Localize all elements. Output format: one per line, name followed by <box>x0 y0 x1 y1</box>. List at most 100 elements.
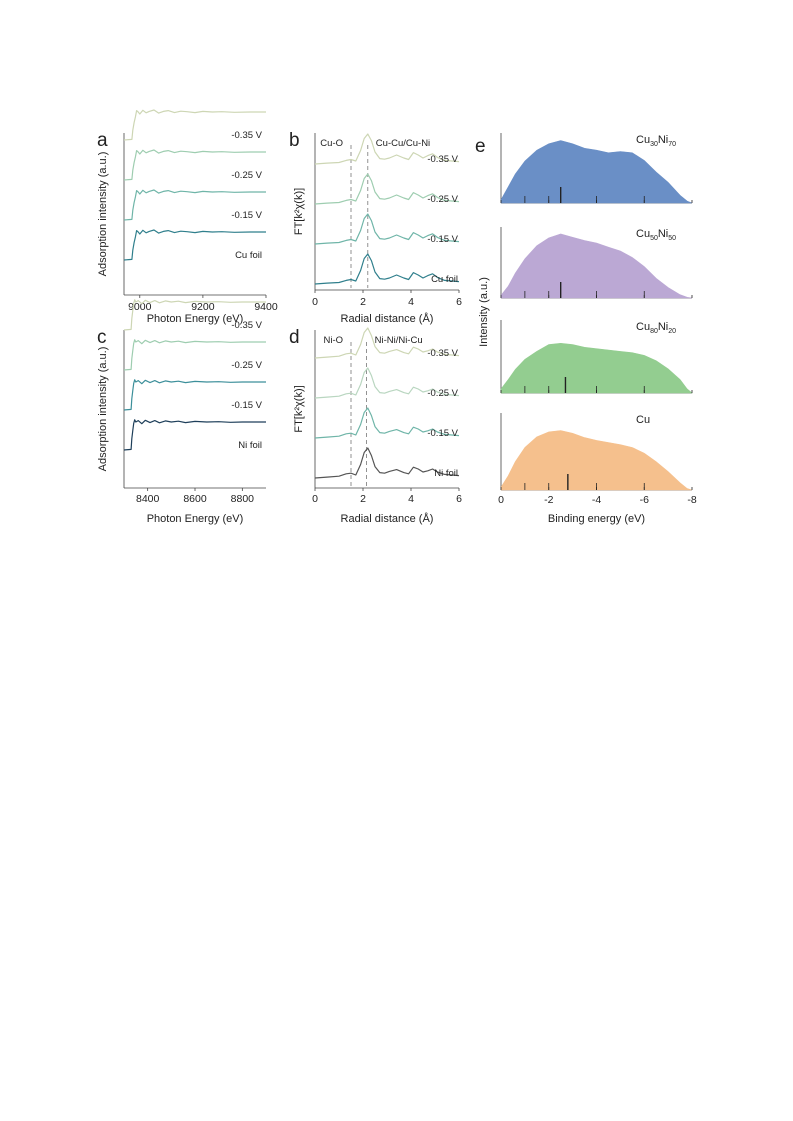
x-tick-label: 4 <box>408 296 414 308</box>
series-label: Cu foil <box>431 274 458 285</box>
label-subscript: 80 <box>650 328 658 335</box>
composition-label: Cu50Ni50 <box>636 228 676 242</box>
series-line <box>123 339 266 371</box>
x-tick-label: 4 <box>408 493 414 505</box>
series-line <box>123 149 266 181</box>
series-label: -0.35 V <box>231 130 262 141</box>
label-subscript: 50 <box>650 235 658 242</box>
x-tick-label: 0 <box>312 296 318 308</box>
panel-label: a <box>97 130 108 151</box>
dos-area <box>500 430 693 491</box>
series-label: -0.35 V <box>427 154 458 165</box>
x-tick-label: 9200 <box>191 301 215 313</box>
label-text: Cu <box>636 414 650 426</box>
x-tick-label: 8800 <box>231 493 255 505</box>
series-line <box>314 213 460 245</box>
series-line <box>123 379 266 411</box>
x-axis-title: Radial distance (Å) <box>341 512 434 525</box>
x-tick-label: -2 <box>544 494 553 506</box>
series-label: -0.15 V <box>427 234 458 245</box>
series-line <box>314 253 460 285</box>
series-line <box>314 133 460 165</box>
series-label: Ni foil <box>434 468 458 479</box>
x-tick-label: 0 <box>498 494 504 506</box>
series-label: -0.25 V <box>231 170 262 181</box>
panel-b: b 0 2 4 6 Radial distance (Å) FT[k²χ(k)] Cu-O Cu… <box>289 130 462 325</box>
label-text: Cu <box>636 134 650 146</box>
panel-d: d 0 2 4 6 Radial distance (Å) FT[k²χ(k)] Ni-O Ni… <box>289 327 462 525</box>
y-axis-title: FT[k²χ(k)] <box>293 385 305 432</box>
series-line <box>314 447 460 479</box>
x-tick-label: -4 <box>592 494 601 506</box>
x-tick-label: 8400 <box>136 493 160 505</box>
x-tick-label: 2 <box>360 296 366 308</box>
series-line <box>314 407 460 439</box>
series-label: -0.15 V <box>427 428 458 439</box>
dos-panel: Cu50Ni50 <box>500 227 693 299</box>
series-line <box>314 327 460 359</box>
label-subscript: 50 <box>668 235 676 242</box>
series-label: -0.15 V <box>231 210 262 221</box>
x-axis-title: Binding energy (eV) <box>548 513 645 525</box>
reference-label: Cu-O <box>320 138 343 149</box>
dos-area <box>500 342 693 394</box>
y-axis-title: Adsorption intensity (a.u.) <box>97 152 109 277</box>
label-text: Ni <box>658 321 668 333</box>
dos-panel: Cu30Ni70 <box>500 133 693 204</box>
series-line <box>123 189 266 221</box>
x-axis-title: Photon Energy (eV) <box>147 313 244 325</box>
label-subscript: 70 <box>668 141 676 148</box>
composition-label: Cu80Ni20 <box>636 321 676 335</box>
x-axis-title: Radial distance (Å) <box>341 312 434 325</box>
x-tick-label: 2 <box>360 493 366 505</box>
y-axis-title: Adsorption intensity (a.u.) <box>97 347 109 472</box>
label-text: Cu <box>636 321 650 333</box>
panel-label: c <box>97 327 107 348</box>
panel-label: e <box>475 136 486 157</box>
reference-label: Ni-O <box>323 335 343 346</box>
dos-area <box>500 140 693 204</box>
label-text: Ni <box>658 228 668 240</box>
series-line <box>123 229 266 261</box>
series-label: -0.35 V <box>427 348 458 359</box>
series-label: -0.35 V <box>231 320 262 331</box>
x-tick-label: -8 <box>687 494 696 506</box>
series-label: -0.25 V <box>427 388 458 399</box>
label-text: Ni <box>658 134 668 146</box>
series-line <box>314 367 460 399</box>
reference-label: Ni-Ni/Ni-Cu <box>375 335 423 346</box>
reference-label: Cu-Cu/Cu-Ni <box>376 138 430 149</box>
x-tick-label: -6 <box>640 494 649 506</box>
series-label: Cu foil <box>235 250 262 261</box>
x-tick-label: 6 <box>456 296 462 308</box>
label-text: Cu <box>636 228 650 240</box>
x-tick-label: 8600 <box>183 493 207 505</box>
y-axis-title: Intensity (a.u.) <box>478 277 490 347</box>
series-line <box>123 299 266 331</box>
dos-panel: Cu <box>500 413 693 491</box>
composition-label: Cu30Ni70 <box>636 134 676 148</box>
panel-c: c 8400 8600 8800 Photon Energy (eV) Adsorptio… <box>97 299 266 525</box>
x-tick-label: 9400 <box>254 301 278 313</box>
x-axis-title: Photon Energy (eV) <box>147 513 244 525</box>
label-subscript: 20 <box>668 328 676 335</box>
dos-area <box>500 233 693 299</box>
series-label: -0.25 V <box>427 194 458 205</box>
series-label: -0.15 V <box>231 400 262 411</box>
dos-panel: Cu80Ni20 <box>500 320 693 394</box>
y-axis-title: FT[k²χ(k)] <box>293 188 305 235</box>
panel-label: d <box>289 327 300 348</box>
series-line <box>123 109 266 141</box>
x-tick-label: 0 <box>312 493 318 505</box>
series-label: -0.25 V <box>231 360 262 371</box>
label-subscript: 30 <box>650 141 658 148</box>
series-label: Ni foil <box>238 440 262 451</box>
series-line <box>123 419 266 451</box>
panel-label: b <box>289 130 300 151</box>
x-tick-label: 6 <box>456 493 462 505</box>
composition-label: Cu <box>636 414 650 426</box>
series-line <box>314 173 460 205</box>
